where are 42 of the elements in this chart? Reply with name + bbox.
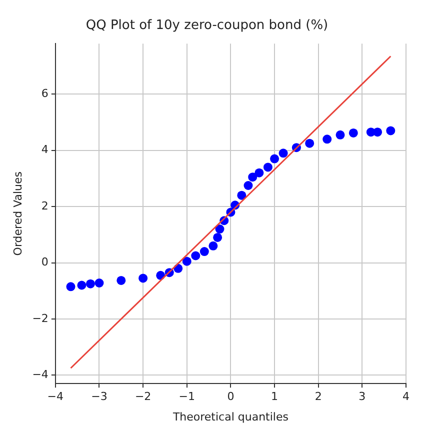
x-tick-label: −1: [178, 390, 195, 404]
point: [270, 154, 280, 164]
x-tick-label: −3: [91, 390, 108, 404]
point: [386, 126, 396, 136]
point: [373, 128, 382, 137]
point: [305, 138, 314, 148]
y-tick-label: 6: [41, 87, 48, 100]
y-tick-label: 0: [41, 256, 48, 269]
point: [86, 279, 95, 288]
point: [237, 190, 246, 200]
point: [348, 128, 358, 138]
point: [208, 241, 218, 250]
point: [200, 247, 209, 256]
x-axis-title: Theoretical quantiles: [172, 410, 289, 424]
point: [244, 181, 253, 190]
point: [248, 172, 258, 182]
point: [191, 251, 200, 260]
x-tick-label: 1: [271, 390, 278, 404]
point: [116, 276, 126, 285]
point: [215, 224, 224, 234]
x-tick-label: 0: [227, 390, 234, 404]
point: [278, 148, 288, 158]
point: [77, 280, 86, 290]
x-tick-label: 3: [358, 390, 366, 404]
point: [322, 134, 332, 144]
point: [254, 168, 264, 178]
point: [94, 278, 104, 288]
point: [138, 274, 148, 283]
point: [66, 282, 76, 292]
point: [213, 232, 222, 242]
chart-title: QQ Plot of 10y zero-coupon bond (%): [86, 18, 328, 34]
y-tick-label: −2: [32, 312, 48, 325]
x-tick-label: 2: [314, 390, 322, 404]
y-tick-label: 2: [41, 199, 48, 212]
point: [263, 162, 272, 172]
point: [336, 130, 345, 140]
y-tick-label: −4: [32, 368, 48, 382]
x-tick-label: 4: [402, 390, 410, 404]
y-tick-label: 4: [41, 143, 48, 156]
x-tick-label: −2: [134, 390, 152, 404]
y-axis-title: Ordered Values: [11, 171, 24, 256]
point: [182, 256, 192, 266]
